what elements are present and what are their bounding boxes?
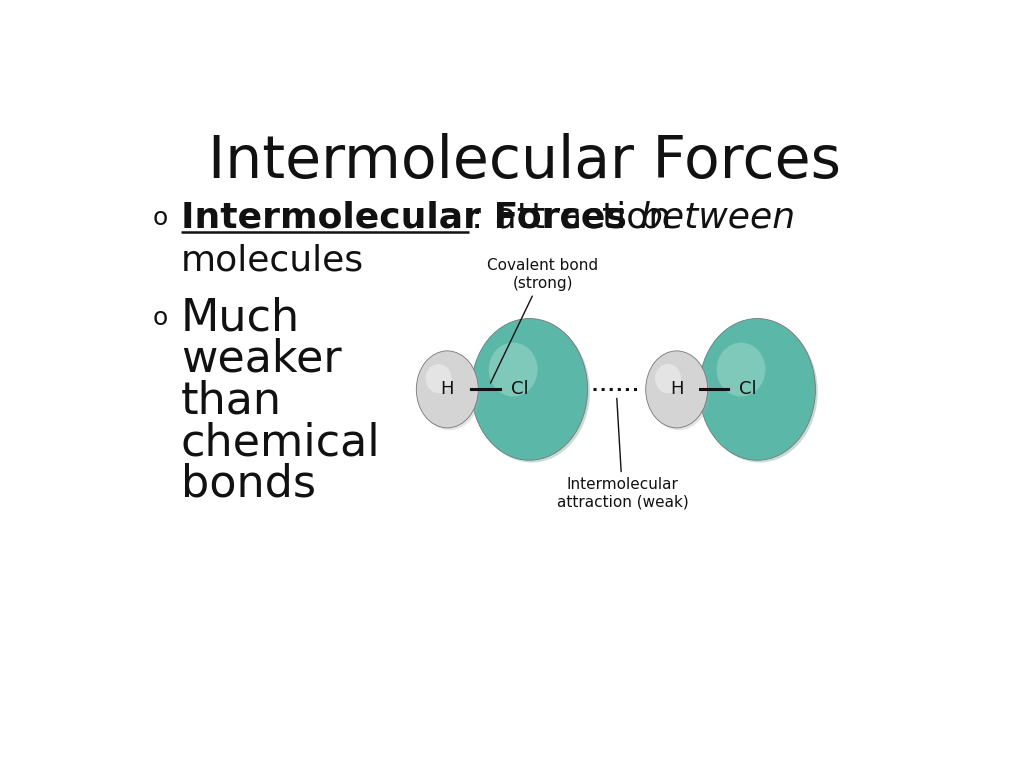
- Text: Cl: Cl: [511, 380, 529, 399]
- Text: molecules: molecules: [180, 243, 364, 277]
- Text: weaker: weaker: [180, 338, 341, 381]
- Ellipse shape: [426, 364, 452, 393]
- Ellipse shape: [701, 321, 818, 462]
- Text: chemical: chemical: [180, 421, 380, 464]
- Text: Covalent bond
(strong): Covalent bond (strong): [487, 258, 598, 383]
- Text: Intermolecular Forces: Intermolecular Forces: [208, 133, 842, 190]
- Text: Cl: Cl: [739, 380, 757, 399]
- Text: : attraction: : attraction: [471, 200, 682, 235]
- Text: o: o: [153, 306, 168, 329]
- Ellipse shape: [717, 343, 765, 396]
- Text: Intermolecular Forces: Intermolecular Forces: [180, 200, 627, 235]
- Ellipse shape: [419, 353, 480, 430]
- Text: than: than: [180, 379, 282, 422]
- Text: H: H: [670, 380, 683, 399]
- Text: o: o: [153, 206, 168, 230]
- Ellipse shape: [648, 353, 710, 430]
- Ellipse shape: [471, 319, 588, 460]
- Text: bonds: bonds: [180, 462, 315, 505]
- Ellipse shape: [655, 364, 681, 393]
- Ellipse shape: [474, 321, 590, 462]
- Ellipse shape: [488, 343, 538, 396]
- Text: Intermolecular
attraction (weak): Intermolecular attraction (weak): [557, 399, 688, 509]
- Text: between: between: [640, 200, 796, 235]
- Ellipse shape: [646, 351, 708, 428]
- Ellipse shape: [417, 351, 478, 428]
- Text: H: H: [440, 380, 454, 399]
- Text: Much: Much: [180, 296, 300, 339]
- Ellipse shape: [699, 319, 815, 460]
